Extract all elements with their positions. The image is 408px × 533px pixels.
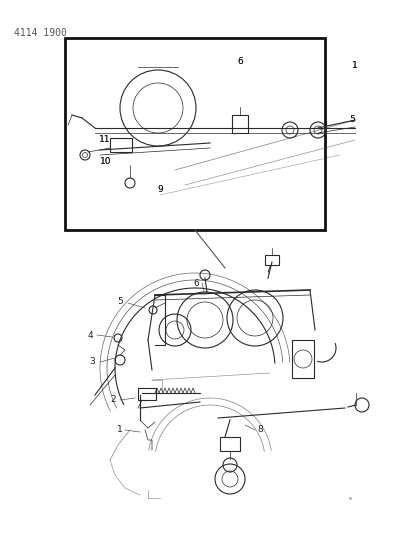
Text: 3: 3 [89,358,95,367]
Bar [292,340,314,378]
Bar [65,38,325,230]
Bar [110,138,132,152]
Text: 9: 9 [157,185,163,195]
Text: 5: 5 [117,297,123,306]
Text: 5: 5 [349,116,355,125]
Text: 9: 9 [157,185,163,195]
Bar [232,115,248,133]
Text: 10: 10 [100,157,112,166]
Text: 6: 6 [237,58,243,67]
Bar [220,437,240,451]
Text: 4: 4 [87,330,93,340]
Text: 7: 7 [265,265,271,274]
Text: 6: 6 [237,58,243,67]
Text: 11: 11 [99,135,111,144]
Text: 4114 1900: 4114 1900 [14,28,67,38]
Text: 5: 5 [349,116,355,125]
Text: 1: 1 [352,61,358,69]
Text: 6: 6 [193,279,199,287]
Bar [265,255,279,265]
Bar [138,388,156,400]
Text: 2: 2 [110,395,116,405]
Text: 1: 1 [117,425,123,434]
Text: 11: 11 [99,135,111,144]
Text: 8: 8 [257,425,263,434]
Text: 10: 10 [100,157,112,166]
Text: 1: 1 [352,61,358,69]
